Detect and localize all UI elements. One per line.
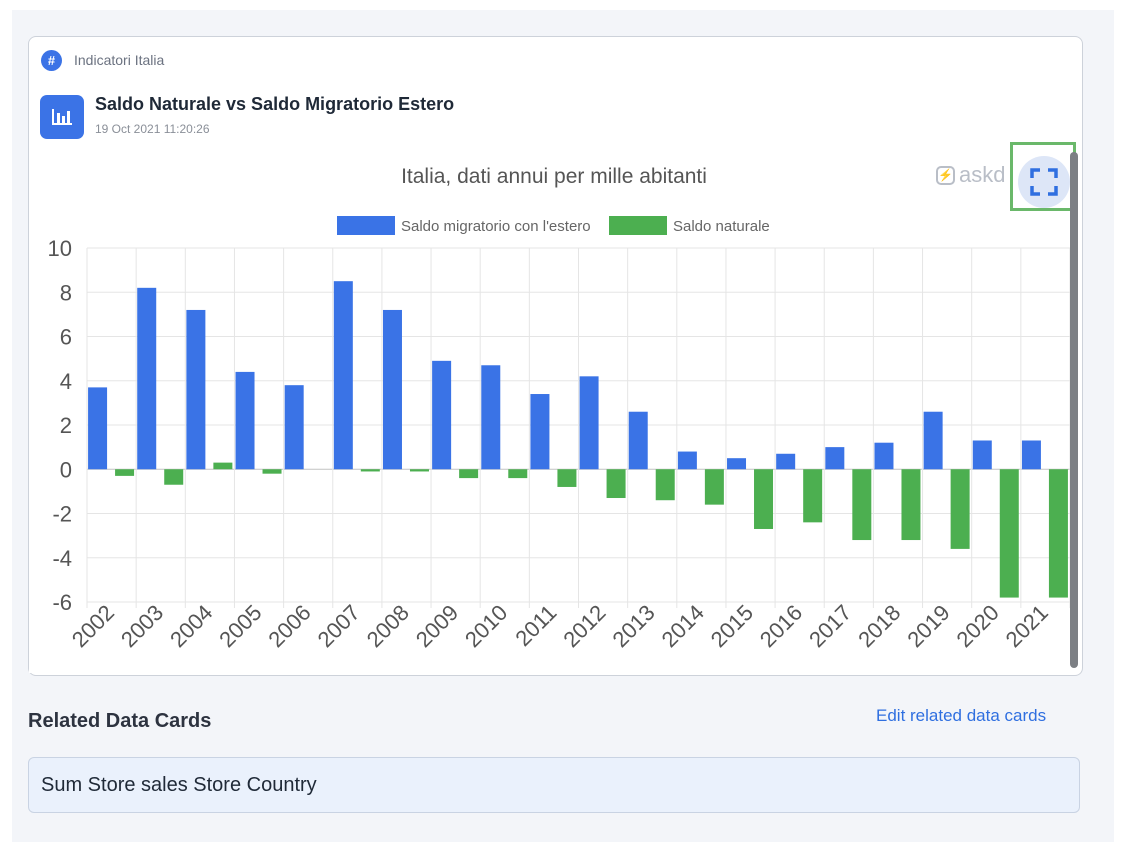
bar-migratorio-2004[interactable] <box>186 309 206 470</box>
legend-swatch-migratory <box>337 216 395 235</box>
legend-swatch-natural <box>609 216 667 235</box>
bar-migratorio-2014[interactable] <box>677 451 697 470</box>
x-tick-label: 2015 <box>706 600 758 652</box>
bar-naturale-2014[interactable] <box>704 469 724 505</box>
bar-migratorio-2017[interactable] <box>825 447 845 470</box>
card-timestamp: 19 Oct 2021 11:20:26 <box>95 122 210 136</box>
x-tick-label: 2007 <box>313 600 365 652</box>
x-tick-label: 2004 <box>165 600 217 652</box>
bar-naturale-2017[interactable] <box>852 469 872 541</box>
chart-title: Italia, dati annui per mille abitanti <box>401 165 707 188</box>
bar-migratorio-2009[interactable] <box>432 360 452 470</box>
y-tick-label: 4 <box>60 369 72 394</box>
y-tick-label: 2 <box>60 413 72 438</box>
bar-naturale-2007[interactable] <box>360 469 380 472</box>
x-tick-label: 2012 <box>558 600 610 652</box>
x-tick-label: 2009 <box>411 600 463 652</box>
x-tick-label: 2008 <box>362 600 414 652</box>
bar-naturale-2016[interactable] <box>803 469 823 523</box>
bar-naturale-2010[interactable] <box>508 469 528 479</box>
y-tick-label: -6 <box>52 590 72 615</box>
expand-icon <box>1030 168 1058 196</box>
x-tick-label: 2002 <box>67 600 119 652</box>
x-tick-label: 2017 <box>804 600 856 652</box>
bar-migratorio-2013[interactable] <box>628 411 648 470</box>
y-tick-label: 6 <box>60 325 72 350</box>
x-tick-label: 2018 <box>853 600 905 652</box>
bar-naturale-2004[interactable] <box>213 462 233 470</box>
x-tick-label: 2020 <box>952 600 1004 652</box>
lightning-icon: ⚡ <box>936 165 955 185</box>
breadcrumb[interactable]: Indicatori Italia <box>74 52 165 68</box>
x-tick-label: 2021 <box>1001 600 1053 652</box>
bar-naturale-2011[interactable] <box>557 469 577 487</box>
bar-migratorio-2020[interactable] <box>972 440 992 470</box>
bar-migratorio-2007[interactable] <box>333 281 353 470</box>
bar-migratorio-2019[interactable] <box>923 411 943 470</box>
bar-naturale-2003[interactable] <box>164 469 184 485</box>
bar-migratorio-2018[interactable] <box>874 442 894 470</box>
x-tick-label: 2014 <box>657 600 709 652</box>
x-tick-label: 2006 <box>263 600 315 652</box>
brand-logo: ⚡ askd <box>936 162 1005 188</box>
bar-migratorio-2015[interactable] <box>727 458 747 470</box>
related-cards-heading: Related Data Cards <box>28 710 212 732</box>
bar-migratorio-2016[interactable] <box>776 453 796 470</box>
bar-migratorio-2002[interactable] <box>88 387 108 470</box>
x-tick-label: 2013 <box>607 600 659 652</box>
y-tick-label: 10 <box>48 236 72 261</box>
bar-chart: 1086420-2-4-6200220032004200520062007200… <box>48 165 1071 652</box>
bar-naturale-2018[interactable] <box>901 469 921 541</box>
bar-naturale-2002[interactable] <box>115 469 135 476</box>
expand-button[interactable] <box>1018 156 1070 208</box>
bar-naturale-2013[interactable] <box>655 469 675 501</box>
chart-area: 10 8 6 4 2 0 -2 -4 -6 2002 2003 2004 2005 2006 2007 200… <box>29 148 1080 673</box>
y-tick-label: 8 <box>60 280 72 305</box>
x-tick-label: 2019 <box>902 600 954 652</box>
bar-migratorio-2021[interactable] <box>1021 440 1041 470</box>
chart-legend: Saldo migratorio con l'estero Saldo natu… <box>337 216 770 235</box>
bar-naturale-2009[interactable] <box>459 469 479 479</box>
edit-related-cards-link[interactable]: Edit related data cards <box>876 706 1047 725</box>
related-card-item[interactable]: Sum Store sales Store Country <box>28 757 1080 813</box>
scrollbar[interactable] <box>1070 152 1078 668</box>
x-tick-label: 2011 <box>510 600 561 651</box>
legend-label-migratory: Saldo migratorio con l'estero <box>401 218 591 235</box>
x-tick-label: 2003 <box>116 600 168 652</box>
bar-migratorio-2008[interactable] <box>382 309 402 470</box>
bar-naturale-2008[interactable] <box>409 469 429 472</box>
bar-naturale-2021[interactable] <box>1048 469 1068 598</box>
bar-migratorio-2005[interactable] <box>235 371 255 470</box>
y-tick-label: -4 <box>52 546 72 571</box>
x-tick-label: 2016 <box>755 600 807 652</box>
bar-naturale-2012[interactable] <box>606 469 626 499</box>
bar-chart-icon <box>40 95 84 139</box>
bar-migratorio-2011[interactable] <box>530 394 550 470</box>
bar-migratorio-2003[interactable] <box>137 287 157 470</box>
y-tick-label: -2 <box>52 502 72 527</box>
bar-migratorio-2010[interactable] <box>481 365 501 470</box>
hashtag-icon: # <box>41 50 62 71</box>
y-tick-label: 0 <box>60 457 72 482</box>
bar-migratorio-2012[interactable] <box>579 376 599 470</box>
bar-naturale-2005[interactable] <box>262 469 282 474</box>
x-tick-label: 2005 <box>214 600 266 652</box>
bar-naturale-2020[interactable] <box>999 469 1019 598</box>
legend-label-natural: Saldo naturale <box>673 218 770 235</box>
bar-naturale-2019[interactable] <box>950 469 970 549</box>
card-title: Saldo Naturale vs Saldo Migratorio Ester… <box>95 94 455 114</box>
bar-migratorio-2006[interactable] <box>284 385 304 470</box>
bar-naturale-2015[interactable] <box>754 469 774 529</box>
x-tick-label: 2010 <box>460 600 512 652</box>
brand-name: askd <box>959 162 1006 187</box>
